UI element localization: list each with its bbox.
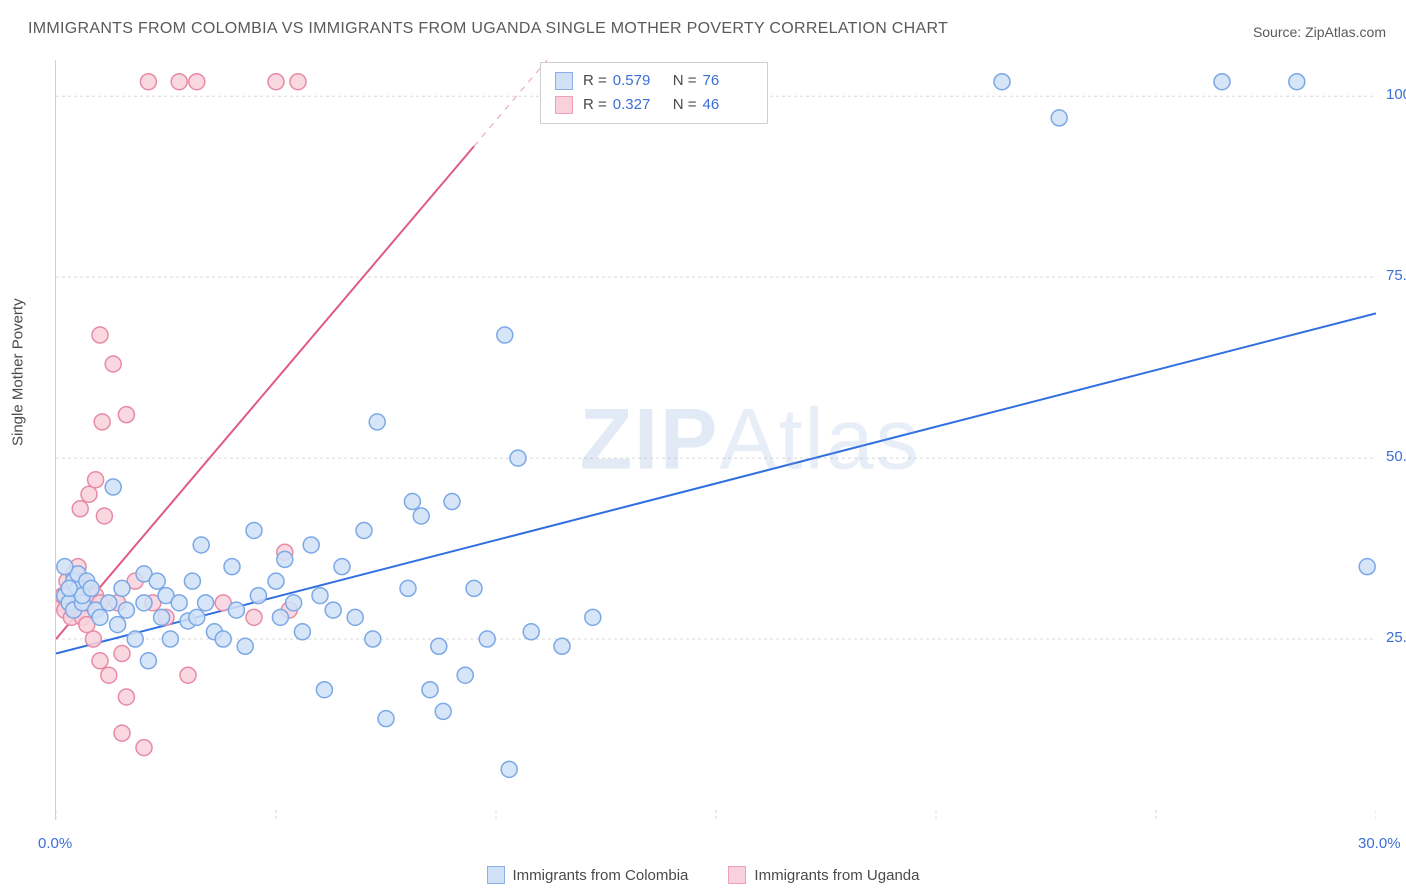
legend-swatch-icon bbox=[487, 866, 505, 884]
x-tick-label: 0.0% bbox=[38, 835, 72, 852]
legend-label: Immigrants from Uganda bbox=[754, 867, 919, 884]
legend-item: Immigrants from Uganda bbox=[728, 866, 919, 884]
legend-stats-row: R =0.579 N =76 bbox=[555, 69, 753, 93]
legend-stats: R =0.579 N =76 R =0.327 N =46 bbox=[540, 62, 768, 124]
legend-stats-row: R =0.327 N =46 bbox=[555, 93, 753, 117]
legend-swatch-icon bbox=[555, 96, 573, 114]
y-axis-title: Single Mother Poverty bbox=[10, 298, 27, 446]
y-tick-label: 25.0% bbox=[1386, 629, 1406, 646]
y-tick-label: 75.0% bbox=[1386, 267, 1406, 284]
chart-title: IMMIGRANTS FROM COLOMBIA VS IMMIGRANTS F… bbox=[28, 20, 948, 38]
legend-swatch-icon bbox=[555, 72, 573, 90]
legend-item: Immigrants from Colombia bbox=[487, 866, 689, 884]
x-tick-label: 30.0% bbox=[1358, 835, 1401, 852]
legend-series: Immigrants from Colombia Immigrants from… bbox=[0, 866, 1406, 884]
legend-label: Immigrants from Colombia bbox=[513, 867, 689, 884]
y-tick-label: 100.0% bbox=[1386, 86, 1406, 103]
scatter-plot-svg bbox=[56, 60, 1376, 820]
y-tick-label: 50.0% bbox=[1386, 448, 1406, 465]
plot-area: ZIPAtlas 25.0%50.0%75.0%100.0%0.0%30.0% bbox=[55, 60, 1376, 820]
source-label: Source: ZipAtlas.com bbox=[1253, 24, 1386, 40]
chart-container: IMMIGRANTS FROM COLOMBIA VS IMMIGRANTS F… bbox=[0, 0, 1406, 892]
legend-swatch-icon bbox=[728, 866, 746, 884]
